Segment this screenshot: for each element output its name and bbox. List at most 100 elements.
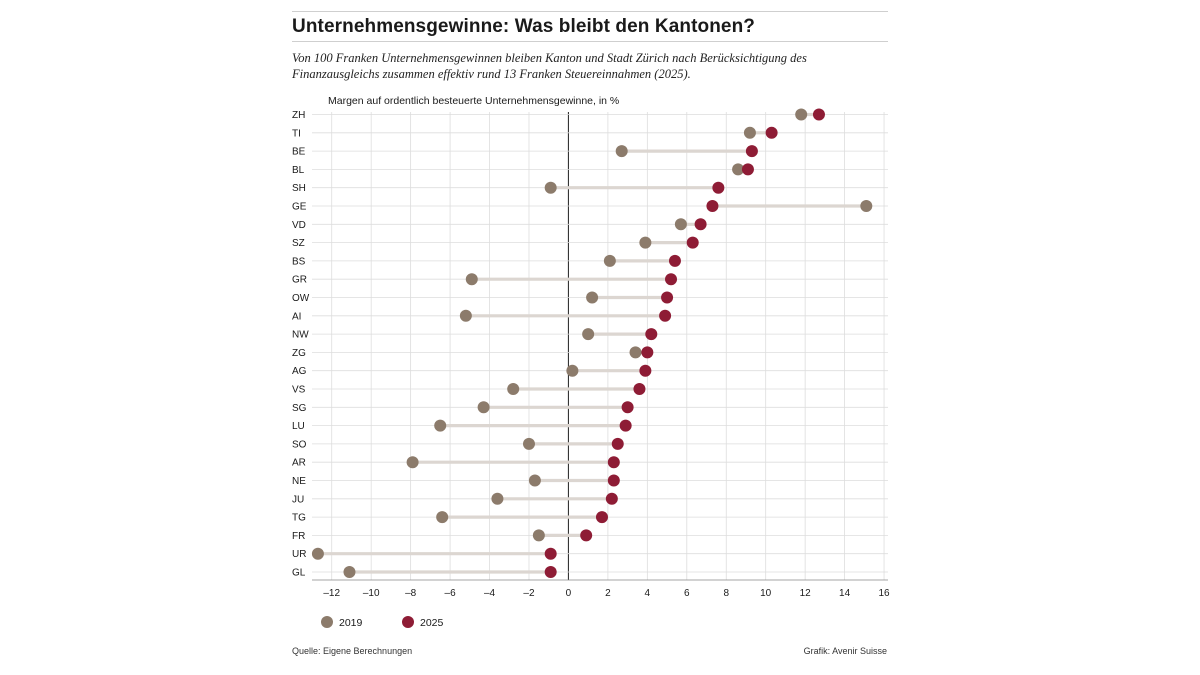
point-2019-sh xyxy=(544,181,557,194)
point-2019-gl xyxy=(343,566,356,578)
point-2025-ju xyxy=(605,492,618,505)
point-2019-lu xyxy=(434,419,447,432)
row-label-ti: TI xyxy=(292,128,301,139)
legend-label-2019: 2019 xyxy=(339,617,363,629)
legend: 2019 2025 xyxy=(321,616,444,629)
row-label-zh: ZH xyxy=(292,110,305,121)
x-tick-label: –4 xyxy=(484,588,496,599)
legend-swatch-2025 xyxy=(402,616,414,628)
point-2019-be xyxy=(615,145,628,158)
x-tick-label: 2 xyxy=(605,588,611,599)
x-tick-label: 0 xyxy=(566,588,572,599)
credit-note: Grafik: Avenir Suisse xyxy=(803,646,887,656)
point-2025-tg xyxy=(595,511,608,524)
row-label-ai: AI xyxy=(292,311,301,322)
x-tick-label: –10 xyxy=(363,588,380,599)
point-2019-ur xyxy=(311,547,324,560)
x-tick-label: 8 xyxy=(723,588,729,599)
row-label-ne: NE xyxy=(292,476,306,487)
dot-layer xyxy=(311,108,873,578)
point-2019-ow xyxy=(586,291,599,304)
row-label-ju: JU xyxy=(292,494,304,505)
page-title: Unternehmensgewinne: Was bleibt den Kant… xyxy=(292,16,755,37)
point-2019-ar xyxy=(406,456,419,469)
row-label-nw: NW xyxy=(292,330,309,341)
row-label-bs: BS xyxy=(292,256,306,267)
x-tick-label: –12 xyxy=(323,588,340,599)
grid-layer xyxy=(312,112,888,581)
point-2025-sz xyxy=(686,236,699,249)
row-label-gl: GL xyxy=(292,568,306,579)
point-2019-ju xyxy=(491,492,504,505)
point-2025-fr xyxy=(580,529,593,542)
point-2019-fr xyxy=(532,529,545,542)
point-2019-vs xyxy=(507,383,520,395)
source-note: Quelle: Eigene Berechnungen xyxy=(292,646,413,656)
x-tick-label: –6 xyxy=(445,588,457,599)
point-2025-ar xyxy=(607,456,620,469)
point-2025-zg xyxy=(641,346,654,359)
x-tick-label: 16 xyxy=(878,588,890,599)
point-2025-so xyxy=(611,437,624,450)
connector-layer xyxy=(316,112,868,574)
point-2025-vd xyxy=(694,218,707,231)
point-2019-sz xyxy=(639,236,652,249)
point-2025-nw xyxy=(645,328,658,341)
row-label-fr: FR xyxy=(292,531,305,542)
point-2019-vd xyxy=(674,218,687,231)
row-label-ow: OW xyxy=(292,293,310,304)
point-2025-vs xyxy=(633,383,646,395)
point-2025-gl xyxy=(544,566,557,578)
point-2019-tg xyxy=(436,511,449,524)
row-label-tg: TG xyxy=(292,513,306,524)
row-label-ge: GE xyxy=(292,202,307,213)
x-tick-label: –2 xyxy=(523,588,535,599)
point-2019-bs xyxy=(603,254,616,267)
point-2025-lu xyxy=(619,419,632,432)
row-label-sg: SG xyxy=(292,403,307,414)
x-tick-label: 6 xyxy=(684,588,690,599)
top-rule xyxy=(292,11,888,12)
row-label-gr: GR xyxy=(292,275,307,286)
row-label-ag: AG xyxy=(292,366,307,377)
point-2019-so xyxy=(522,437,535,450)
point-2025-ow xyxy=(661,291,674,304)
point-2025-ag xyxy=(639,364,652,377)
row-label-sh: SH xyxy=(292,183,306,194)
point-2025-be xyxy=(745,145,758,158)
x-tick-label: 12 xyxy=(800,588,812,599)
point-2019-sg xyxy=(477,401,490,414)
title-rule xyxy=(292,41,888,42)
row-label-vs: VS xyxy=(292,385,306,396)
x-tick-label: 4 xyxy=(645,588,651,599)
page-subtitle: Von 100 Franken Unternehmensgewinnen ble… xyxy=(292,51,807,81)
point-2019-ti xyxy=(743,126,756,139)
point-2019-zg xyxy=(629,346,642,359)
x-tick-label: 14 xyxy=(839,588,851,599)
row-label-lu: LU xyxy=(292,421,305,432)
point-2019-zh xyxy=(795,108,808,121)
point-2025-zh xyxy=(812,108,825,121)
point-2025-sg xyxy=(621,401,634,414)
legend-swatch-2019 xyxy=(321,616,333,628)
point-2025-bs xyxy=(668,254,681,267)
point-2025-gr xyxy=(665,273,678,286)
point-2019-ag xyxy=(566,364,579,377)
row-label-be: BE xyxy=(292,147,306,158)
point-2019-ne xyxy=(528,474,541,487)
point-2019-ai xyxy=(459,309,472,322)
label-layer: –12 –10 –8 –6 –4 –2 0 2 4 6 8 10 12 14 16 ZH TI BE BL SH GE V… xyxy=(292,110,890,599)
point-2025-ur xyxy=(544,547,557,560)
row-label-zg: ZG xyxy=(292,348,306,359)
x-tick-label: –8 xyxy=(405,588,417,599)
row-label-ur: UR xyxy=(292,549,306,560)
point-2019-gr xyxy=(465,273,478,286)
point-2025-ne xyxy=(607,474,620,487)
point-2025-sh xyxy=(712,181,725,194)
row-label-so: SO xyxy=(292,439,307,450)
point-2019-nw xyxy=(582,328,595,341)
point-2019-ge xyxy=(860,200,873,212)
point-2019-bl xyxy=(732,163,745,176)
row-label-vd: VD xyxy=(292,220,306,231)
